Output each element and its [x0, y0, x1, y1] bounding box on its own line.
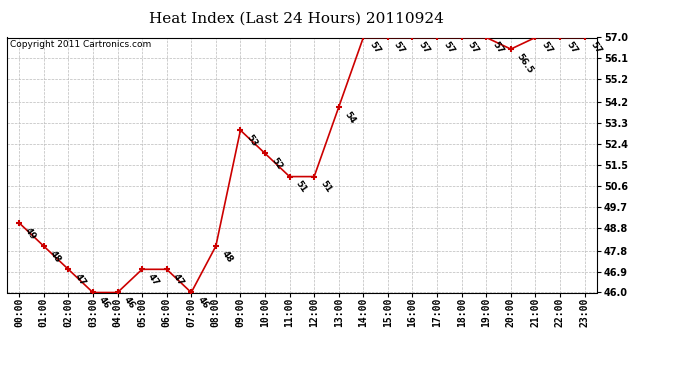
Text: 46: 46: [97, 295, 112, 311]
Text: 48: 48: [220, 249, 235, 264]
Text: 57: 57: [392, 40, 406, 56]
Text: Copyright 2011 Cartronics.com: Copyright 2011 Cartronics.com: [10, 40, 151, 49]
Text: Heat Index (Last 24 Hours) 20110924: Heat Index (Last 24 Hours) 20110924: [149, 11, 444, 25]
Text: 57: 57: [564, 40, 579, 56]
Text: 49: 49: [23, 226, 38, 242]
Text: 57: 57: [417, 40, 431, 56]
Text: 57: 57: [589, 40, 603, 56]
Text: 53: 53: [244, 133, 259, 148]
Text: 57: 57: [540, 40, 554, 56]
Text: 46: 46: [195, 295, 210, 311]
Text: 47: 47: [72, 272, 87, 288]
Text: 48: 48: [48, 249, 63, 264]
Text: 57: 57: [491, 40, 505, 56]
Text: 57: 57: [368, 40, 382, 56]
Text: 54: 54: [343, 110, 357, 125]
Text: 46: 46: [121, 295, 137, 311]
Text: 47: 47: [146, 272, 161, 288]
Text: 52: 52: [269, 156, 284, 172]
Text: 57: 57: [441, 40, 456, 56]
Text: 57: 57: [466, 40, 480, 56]
Text: 51: 51: [294, 179, 308, 195]
Text: 51: 51: [318, 179, 333, 195]
Text: 47: 47: [171, 272, 186, 288]
Text: 56.5: 56.5: [515, 52, 535, 75]
